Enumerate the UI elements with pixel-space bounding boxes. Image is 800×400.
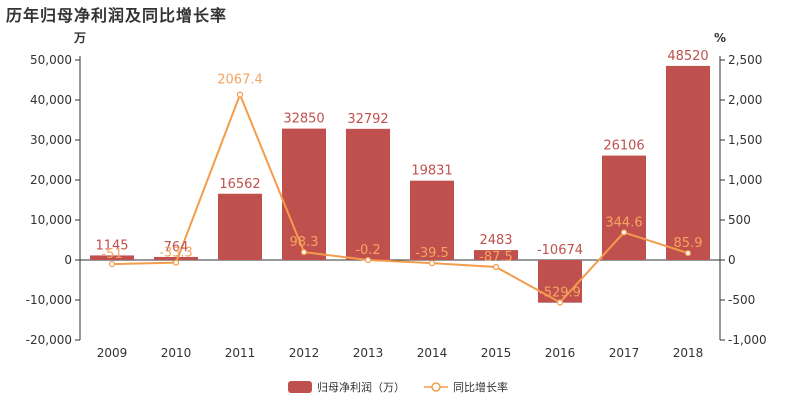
chart-title: 历年归母净利润及同比增长率 <box>6 6 228 25</box>
right-tick-label: 500 <box>728 213 751 227</box>
x-tick-label: 2009 <box>97 346 128 360</box>
left-tick-label: 10,000 <box>30 213 72 227</box>
left-tick-label: -10,000 <box>26 293 72 307</box>
bar <box>218 193 262 260</box>
x-tick-label: 2015 <box>481 346 512 360</box>
bar <box>666 65 710 260</box>
x-tick-label: 2012 <box>289 346 320 360</box>
bar <box>346 128 390 260</box>
bar-value-label: 2483 <box>479 233 512 248</box>
bar <box>538 260 582 303</box>
left-tick-label: -20,000 <box>26 333 72 347</box>
right-tick-label: -500 <box>728 293 755 307</box>
right-tick-label: -1,000 <box>728 333 767 347</box>
bar-value-label: -10674 <box>537 243 583 258</box>
bar-series <box>90 65 710 303</box>
bar <box>282 128 326 260</box>
left-axis-unit: 万 <box>73 31 86 45</box>
bar-value-label: 32792 <box>347 112 388 127</box>
growth-line <box>111 91 689 304</box>
right-axis-unit: % <box>714 31 726 45</box>
legend-bar-swatch <box>288 381 312 393</box>
line-point <box>684 250 692 257</box>
line-point <box>556 299 564 306</box>
left-tick-label: 20,000 <box>30 173 72 187</box>
right-tick-label: 0 <box>728 253 736 267</box>
legend-line-marker <box>431 382 441 392</box>
line-value-label: -39.5 <box>415 246 449 261</box>
x-tick-label: 2013 <box>353 346 384 360</box>
line-point <box>492 263 500 271</box>
line-value-label: -0.2 <box>355 243 380 258</box>
bar-value-label: 32850 <box>283 112 324 127</box>
line-point <box>172 259 180 266</box>
line-value-label: -87.5 <box>479 250 513 265</box>
bar <box>90 255 134 260</box>
x-tick-label: 2016 <box>545 346 576 360</box>
line-point <box>236 91 244 98</box>
line-value-label: 85.9 <box>674 236 703 251</box>
bar <box>154 256 198 260</box>
bar <box>474 250 518 260</box>
legend-bar-label: 归母净利润（万） <box>317 380 405 394</box>
x-tick-label: 2010 <box>161 346 192 360</box>
line-series <box>108 91 692 306</box>
legend: 归母净利润（万） 同比增长率 <box>288 380 508 394</box>
right-tick-label: 1,500 <box>728 133 762 147</box>
data-labels: 1145 764 16562 32850 32792 19831 2483 -10674 261… <box>95 49 708 300</box>
bar-value-label: 48520 <box>667 49 708 64</box>
bar-value-label: 16562 <box>219 177 260 192</box>
line-value-label: 344.6 <box>605 215 642 230</box>
bar <box>602 155 646 260</box>
bar-value-label: 1145 <box>95 238 128 253</box>
line-point <box>108 260 116 268</box>
right-tick-label: 2,000 <box>728 93 762 107</box>
bar-value-label: 26106 <box>603 139 644 154</box>
line-point <box>620 229 628 236</box>
axes: 万 % -20,000 -10,000 0 10,000 20,000 30,000 40,00… <box>26 31 767 360</box>
left-tick-label: 40,000 <box>30 93 72 107</box>
line-point <box>428 260 436 267</box>
x-tick-label: 2018 <box>673 346 704 360</box>
line-value-label: -529.9 <box>539 285 581 300</box>
line-value-label: 98.3 <box>290 235 319 250</box>
right-tick-label: 1,000 <box>728 173 762 187</box>
bar-value-label: 19831 <box>411 164 452 179</box>
bar <box>410 180 454 260</box>
right-tick-label: 2,500 <box>728 53 762 67</box>
left-tick-label: 30,000 <box>30 133 72 147</box>
bar-value-label: 764 <box>164 240 189 255</box>
line-value-label: -51 <box>101 247 122 262</box>
line-point <box>364 256 372 264</box>
line-value-label: -33.3 <box>159 246 193 261</box>
x-tick-label: 2017 <box>609 346 640 360</box>
left-tick-label: 0 <box>64 253 72 267</box>
x-tick-label: 2014 <box>417 346 448 360</box>
legend-line-label: 同比增长率 <box>453 380 508 394</box>
left-tick-label: 50,000 <box>30 53 72 67</box>
line-value-label: 2067.4 <box>217 73 263 88</box>
line-point <box>300 249 308 256</box>
x-tick-label: 2011 <box>225 346 256 360</box>
